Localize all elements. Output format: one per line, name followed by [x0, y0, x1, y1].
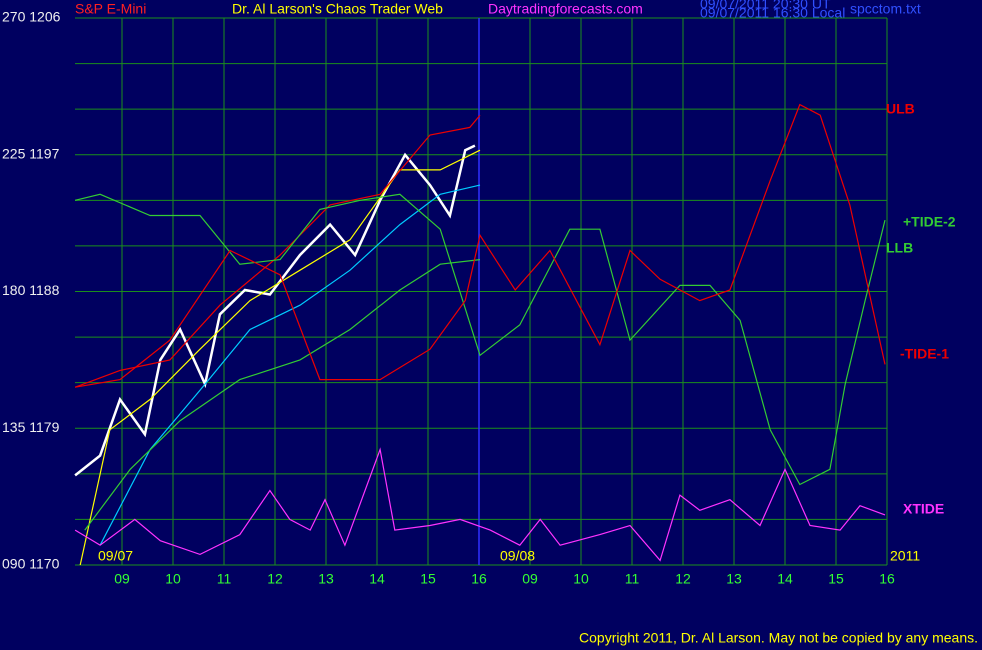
timestamp: 09/07/2011 20:30 UT — [700, 0, 831, 12]
x-tick-label: 10 — [573, 571, 589, 587]
grid — [75, 17, 888, 566]
series-line — [74, 103, 886, 388]
series-line — [74, 447, 886, 562]
y-tick-label: 180 1188 — [2, 282, 60, 298]
series-label: XTIDE — [903, 501, 944, 517]
filename: spcctom.txt — [850, 1, 921, 17]
x-tick-label: 13 — [726, 571, 742, 587]
series-label: -TIDE-1 — [900, 346, 949, 362]
y-tick-label: 270 1206 — [2, 9, 61, 25]
x-tick-label: 12 — [267, 571, 283, 587]
year: 2011 — [890, 548, 920, 564]
y-tick-label: 135 1179 — [2, 419, 60, 435]
y-tick-label: 090 1170 — [2, 556, 60, 572]
x-tick-label: 13 — [318, 571, 334, 587]
series-label: LLB — [886, 240, 913, 256]
x-tick-label: 09 — [114, 571, 130, 587]
chart-title: Dr. Al Larson's Chaos Trader Web — [232, 1, 443, 17]
series-line — [79, 149, 481, 566]
series-line — [74, 193, 886, 486]
series-line — [99, 184, 481, 546]
series-line — [84, 259, 481, 531]
copyright: Copyright 2011, Dr. Al Larson. May not b… — [579, 630, 978, 646]
date-label: 09/08 — [500, 548, 535, 564]
x-tick-label: 09 — [522, 571, 538, 587]
timestamp: 09/07/2011 16:30 Local — [700, 5, 845, 21]
x-tick-label: 16 — [879, 571, 895, 587]
series-line — [74, 114, 481, 388]
x-tick-label: 15 — [420, 571, 436, 587]
x-tick-label: 11 — [625, 571, 640, 587]
x-tick-label: 12 — [675, 571, 691, 587]
instrument: S&P E-Mini — [75, 1, 146, 17]
x-tick-label: 16 — [471, 571, 487, 587]
lines — [74, 103, 886, 566]
date-label: 09/07 — [98, 548, 133, 564]
x-tick-label: 14 — [369, 571, 385, 587]
x-tick-label: 14 — [777, 571, 793, 587]
x-tick-label: 10 — [165, 571, 181, 587]
y-tick-label: 225 1197 — [2, 145, 60, 161]
series-line — [74, 144, 476, 477]
series-label: +TIDE-2 — [903, 214, 956, 230]
x-tick-label: 15 — [828, 571, 844, 587]
x-tick-label: 11 — [217, 571, 232, 587]
site: Daytradingforecasts.com — [488, 1, 643, 17]
series-label: ULB — [886, 101, 915, 117]
